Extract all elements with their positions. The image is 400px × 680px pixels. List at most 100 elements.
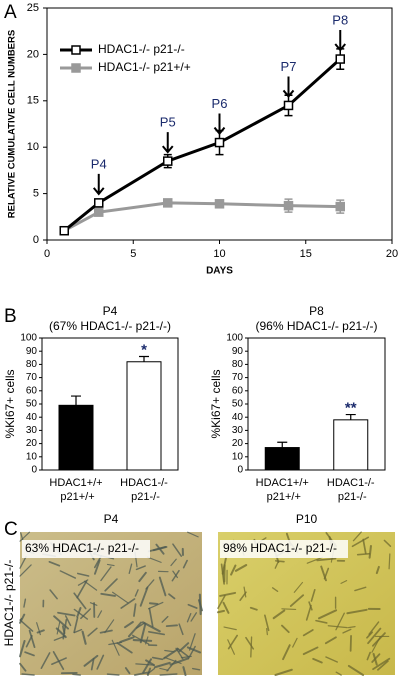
annotation: P6 [212,96,228,111]
panel-label: B [4,306,17,327]
cell [155,543,165,555]
cell [271,587,279,592]
cell [48,560,61,567]
cell [124,667,131,675]
cell [377,660,389,671]
cell [306,556,324,564]
image-caption: 98% HDAC1-/- p21-/- [223,541,337,555]
cell [124,621,134,629]
cell [172,543,183,557]
annotation: P4 [91,156,107,171]
cell [161,615,169,623]
chart-subtitle: (96% HDAC1-/- p21-/-) [255,319,377,333]
cell [245,636,255,650]
cell [134,589,139,597]
cell [180,655,192,659]
x-tick-label: HDAC1-/- p21-/- [120,477,168,503]
cell [49,589,58,600]
cell [73,608,89,620]
panel-label: C [4,519,18,540]
cell [94,559,101,575]
cell [90,657,95,671]
cell [227,634,238,650]
cell [347,625,356,629]
cell [106,563,115,567]
y-tick-label: 40 [26,412,38,423]
cell [266,628,268,636]
marker [283,100,294,111]
cell [187,531,199,538]
cell [312,657,323,664]
cell [72,673,81,676]
cell [141,621,161,633]
y-tick-label: 20 [26,438,38,449]
annotation: P5 [160,115,176,130]
panel-label: A [4,2,17,23]
cell [76,580,88,599]
cell [59,570,77,579]
cell [104,619,115,634]
cell [168,593,176,600]
y-tick-label: 70 [26,372,38,383]
cell [272,609,286,620]
cell [281,624,290,634]
annotation: P8 [332,12,348,27]
cell [147,601,164,610]
cell [367,627,382,645]
cell [165,624,178,628]
y-tick-label: 15 [27,95,39,107]
marker [163,198,173,208]
cell [325,656,338,663]
y-tick-label: 100 [20,333,37,344]
cell [366,651,371,661]
significance: ** [345,400,357,417]
y-tick-label: 20 [27,48,39,60]
cell [64,615,72,627]
cell [182,559,188,569]
image-title: P4 [104,512,119,526]
marker [214,137,225,148]
cell [135,663,156,666]
error-bar [345,413,356,420]
cell [354,586,367,592]
cell [186,612,192,623]
chart-subtitle: (67% HDAC1-/- p21-/-) [49,319,171,333]
cell [148,607,154,628]
cell [96,654,105,670]
cell [19,564,32,577]
cell [162,648,179,660]
cell [281,608,297,610]
y-tick-label: 60 [232,385,244,396]
cell [19,619,34,632]
cell [191,667,201,671]
y-tick-label: 90 [26,346,38,357]
error-bar [277,441,288,448]
cell [106,673,120,676]
y-tick-label: 0 [33,234,39,246]
x-tick-label: HDAC1+/+ p21+/+ [49,477,102,503]
cell [223,626,237,631]
cell [87,627,98,637]
cell [327,625,348,629]
cell [176,647,190,658]
cell [305,604,312,621]
x-tick-label: HDAC1-/- p21-/- [327,477,375,503]
cell [36,629,45,634]
x-tick-label: HDAC1+/+ p21+/+ [256,477,309,503]
cell [120,598,136,609]
cell [73,628,83,634]
cell [56,621,61,635]
marker [94,207,104,217]
cell [80,608,92,620]
bar [126,361,162,471]
cell [243,586,247,598]
cell [315,619,328,624]
cell [116,642,133,654]
cell [81,630,87,645]
cell [19,613,26,624]
cell [372,632,386,647]
annotation-arrow [161,132,174,154]
cell [164,649,175,653]
y-axis-label: RELATIVE CUMULATIVE CELL NUMBERS [7,30,18,218]
